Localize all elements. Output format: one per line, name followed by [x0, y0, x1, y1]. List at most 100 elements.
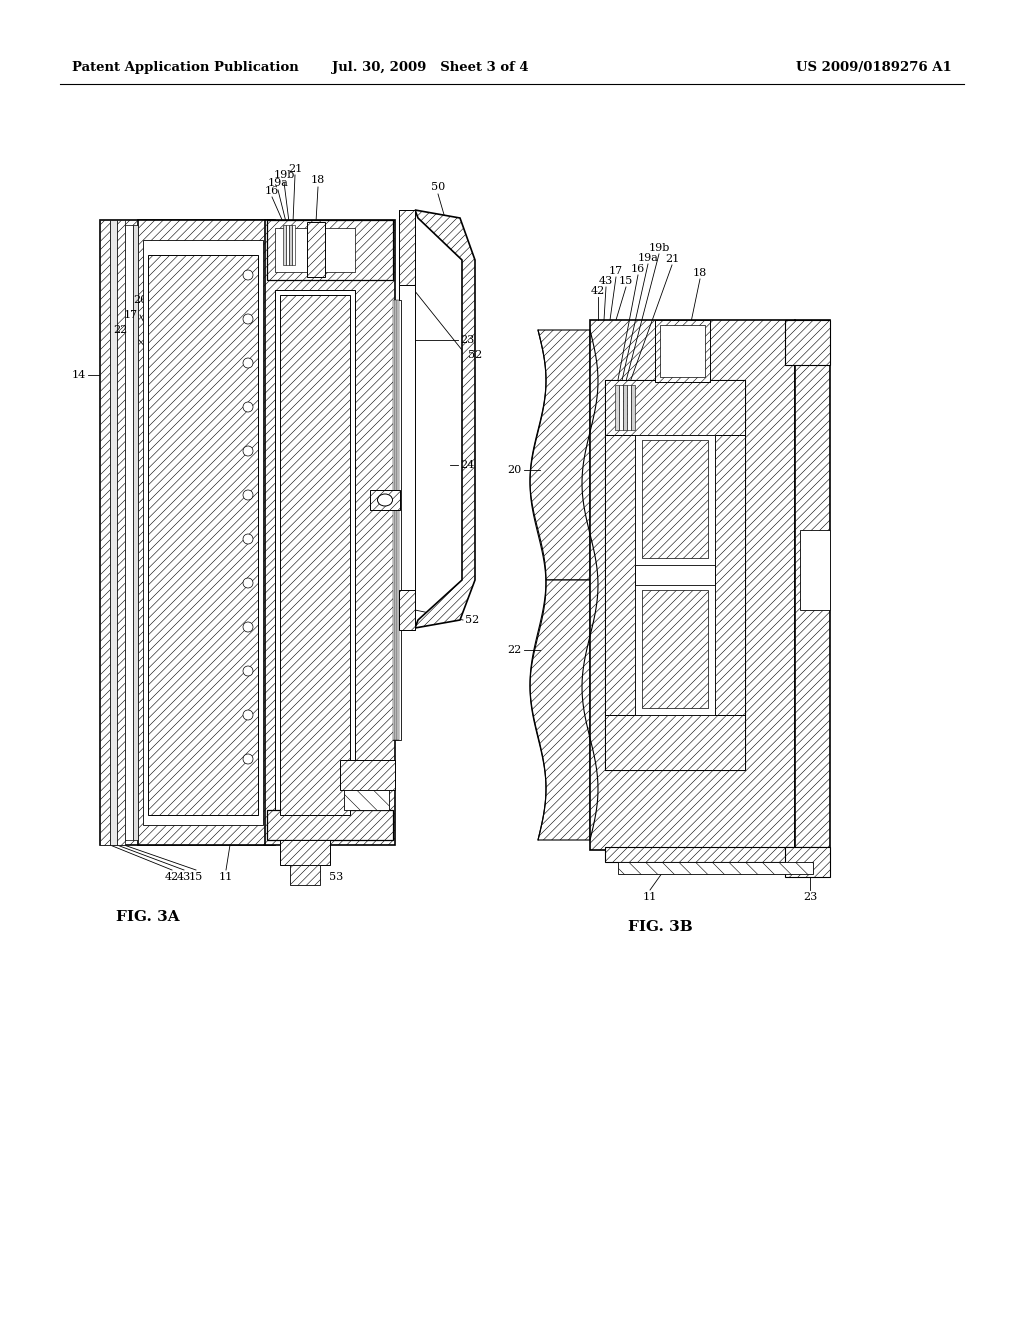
Text: 52: 52 [465, 615, 479, 624]
Bar [292, 224, 295, 265]
Text: 17: 17 [124, 310, 138, 319]
Text: 43: 43 [177, 873, 191, 882]
Text: 19a: 19a [638, 253, 658, 263]
Bar [340, 760, 395, 789]
Bar [117, 220, 125, 845]
Text: 52: 52 [468, 350, 482, 360]
Ellipse shape [243, 667, 253, 676]
Bar [590, 319, 795, 850]
Ellipse shape [243, 446, 253, 455]
Text: 20: 20 [508, 465, 522, 475]
Bar [399, 590, 415, 630]
Text: 23: 23 [460, 335, 474, 345]
Bar [267, 810, 393, 840]
Bar [143, 240, 263, 825]
Bar [290, 865, 319, 884]
Bar [265, 220, 395, 845]
Text: 15: 15 [618, 276, 633, 286]
Bar [655, 319, 710, 381]
Text: 22: 22 [114, 325, 128, 335]
Bar [715, 436, 745, 715]
Ellipse shape [243, 403, 253, 412]
Text: FIG. 3A: FIG. 3A [116, 909, 180, 924]
Text: 14: 14 [72, 370, 86, 380]
Text: 19b: 19b [273, 170, 295, 180]
Bar [605, 847, 825, 862]
Bar [393, 300, 401, 741]
Text: 17: 17 [609, 267, 623, 276]
Ellipse shape [243, 271, 253, 280]
Bar [605, 715, 745, 770]
Bar [631, 385, 635, 430]
Text: 19a: 19a [267, 178, 289, 187]
Text: 13: 13 [301, 870, 315, 880]
Bar [785, 847, 830, 876]
Bar [642, 590, 708, 708]
Text: 18: 18 [693, 268, 708, 279]
Bar [785, 319, 830, 366]
Text: US 2009/0189276 A1: US 2009/0189276 A1 [797, 62, 952, 74]
Bar [370, 490, 400, 510]
Text: 53: 53 [329, 873, 343, 882]
Text: 22: 22 [508, 645, 522, 655]
Polygon shape [530, 579, 590, 840]
Bar [138, 220, 273, 845]
Bar [399, 210, 415, 285]
Ellipse shape [243, 535, 253, 544]
Bar [627, 385, 631, 430]
Bar [605, 380, 745, 436]
Bar [618, 385, 623, 430]
Ellipse shape [243, 710, 253, 719]
Bar [280, 294, 350, 814]
Text: 21: 21 [288, 164, 302, 174]
Bar [800, 531, 830, 610]
Ellipse shape [243, 754, 253, 764]
Ellipse shape [243, 490, 253, 500]
Bar [660, 325, 705, 378]
Bar [795, 319, 830, 850]
Ellipse shape [243, 314, 253, 323]
Polygon shape [415, 210, 475, 628]
Ellipse shape [378, 494, 392, 506]
Bar [286, 224, 289, 265]
Bar [618, 862, 813, 874]
Text: 43: 43 [599, 276, 613, 286]
Ellipse shape [243, 622, 253, 632]
Bar [275, 228, 355, 272]
Bar [393, 300, 395, 741]
Text: 25: 25 [344, 463, 358, 473]
Bar [110, 220, 117, 845]
Bar [267, 220, 393, 280]
Text: 11: 11 [219, 873, 233, 882]
Text: 20: 20 [134, 294, 148, 305]
Text: Jul. 30, 2009   Sheet 3 of 4: Jul. 30, 2009 Sheet 3 of 4 [332, 62, 528, 74]
Ellipse shape [243, 578, 253, 587]
Text: 42: 42 [165, 873, 179, 882]
Text: 11: 11 [643, 892, 657, 902]
Bar [395, 300, 397, 741]
Text: Patent Application Publication: Patent Application Publication [72, 62, 299, 74]
Text: 15: 15 [188, 873, 203, 882]
Bar [605, 436, 635, 715]
Bar [275, 290, 355, 820]
Text: FIG. 3B: FIG. 3B [628, 920, 692, 935]
Bar [635, 585, 715, 715]
Bar [642, 440, 708, 558]
Bar [397, 300, 399, 741]
Bar [623, 385, 627, 430]
Bar [399, 210, 415, 630]
Polygon shape [530, 330, 590, 579]
Text: 24: 24 [460, 459, 474, 470]
Bar [125, 224, 133, 840]
Bar [100, 220, 110, 845]
Bar [280, 840, 330, 865]
Bar [148, 255, 258, 814]
Bar [289, 224, 292, 265]
Bar [283, 224, 286, 265]
Bar [635, 436, 715, 565]
Ellipse shape [243, 358, 253, 368]
Text: 16: 16 [631, 264, 645, 275]
Bar [344, 789, 389, 810]
Bar [605, 380, 745, 770]
Text: 16: 16 [265, 186, 280, 195]
